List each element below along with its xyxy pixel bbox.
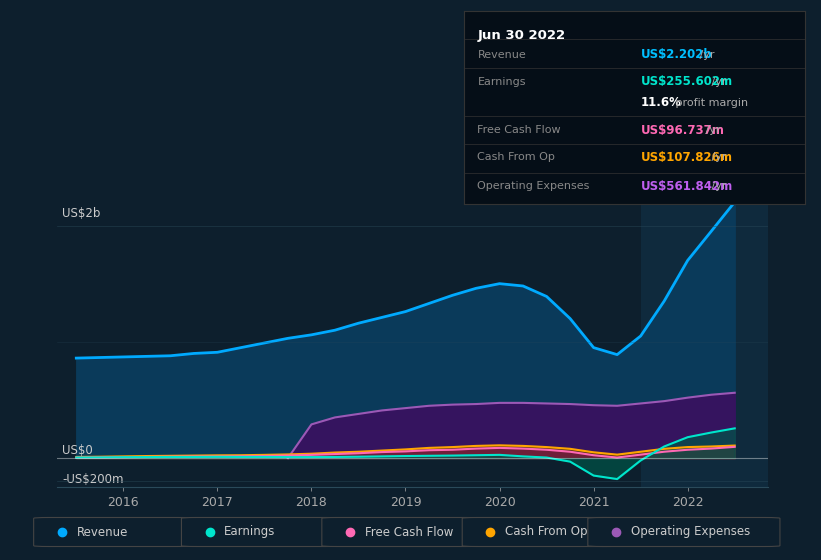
Bar <box>640 185 768 487</box>
Text: US$255.602m: US$255.602m <box>641 75 733 88</box>
Text: US$0: US$0 <box>62 444 93 457</box>
Text: /yr: /yr <box>702 125 721 135</box>
Text: Revenue: Revenue <box>76 525 128 539</box>
FancyBboxPatch shape <box>34 517 192 547</box>
Text: US$96.737m: US$96.737m <box>641 124 725 137</box>
Text: Earnings: Earnings <box>478 77 526 87</box>
Text: US$107.826m: US$107.826m <box>641 151 733 164</box>
Text: /yr: /yr <box>709 77 727 87</box>
Text: Free Cash Flow: Free Cash Flow <box>365 525 453 539</box>
Text: /yr: /yr <box>709 181 727 191</box>
Text: /yr: /yr <box>696 50 715 60</box>
Text: US$2.202b: US$2.202b <box>641 48 713 61</box>
Text: Jun 30 2022: Jun 30 2022 <box>478 29 566 41</box>
Text: 11.6%: 11.6% <box>641 96 682 109</box>
FancyBboxPatch shape <box>322 517 481 547</box>
Text: US$2b: US$2b <box>62 207 100 220</box>
Text: Cash From Op: Cash From Op <box>505 525 588 539</box>
Text: -US$200m: -US$200m <box>62 473 124 486</box>
Text: profit margin: profit margin <box>672 98 748 108</box>
Text: Revenue: Revenue <box>478 50 526 60</box>
Text: US$561.842m: US$561.842m <box>641 180 733 193</box>
Text: /yr: /yr <box>709 152 727 162</box>
Text: Operating Expenses: Operating Expenses <box>631 525 750 539</box>
Text: Operating Expenses: Operating Expenses <box>478 181 589 191</box>
FancyBboxPatch shape <box>588 517 780 547</box>
Text: Free Cash Flow: Free Cash Flow <box>478 125 561 135</box>
FancyBboxPatch shape <box>462 517 621 547</box>
Text: Cash From Op: Cash From Op <box>478 152 555 162</box>
Text: Earnings: Earnings <box>224 525 276 539</box>
FancyBboxPatch shape <box>181 517 341 547</box>
